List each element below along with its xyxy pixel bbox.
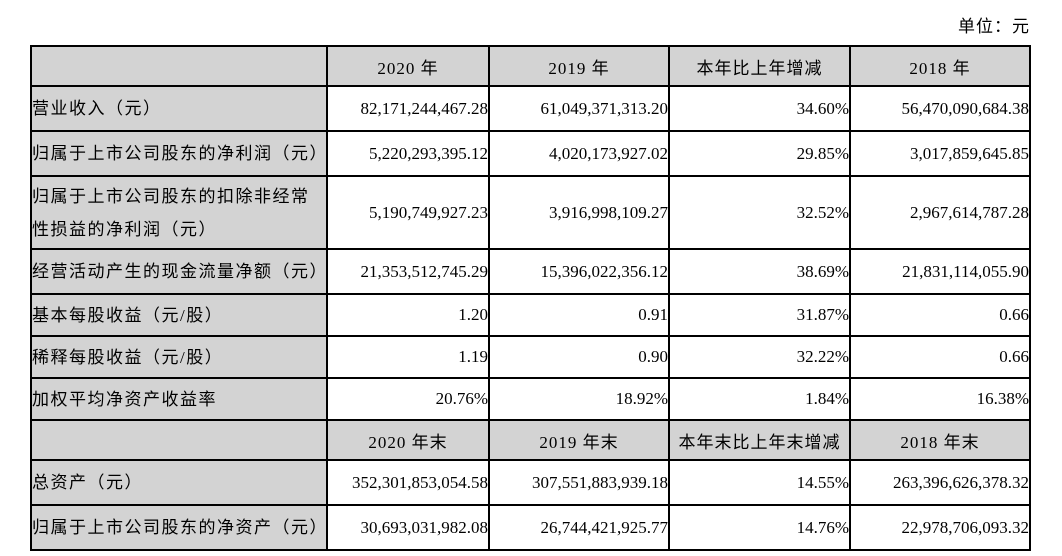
- col-header-2018: 2018 年: [849, 45, 1031, 87]
- financial-summary-table: 2020 年 2019 年 本年比上年增减 2018 年 营业收入（元） 82,…: [30, 45, 1031, 551]
- cell-value-change: 34.60%: [668, 85, 851, 132]
- cell-value-2018-end: 22,978,706,093.32: [849, 504, 1031, 551]
- cell-value-2020: 5,190,749,927.23: [326, 175, 490, 250]
- cell-value-2018: 21,831,114,055.90: [849, 248, 1031, 295]
- cell-value-2020: 21,353,512,745.29: [326, 248, 490, 295]
- cell-value-2019-end: 26,744,421,925.77: [488, 504, 670, 551]
- col-header-2020: 2020 年: [326, 45, 490, 87]
- table-row-deducted-net-profit: 归属于上市公司股东的扣除非经常性损益的净利润（元） 5,190,749,927.…: [30, 175, 1031, 250]
- row-label: 归属于上市公司股东的净资产（元）: [30, 504, 328, 551]
- row-label: 基本每股收益（元/股）: [30, 293, 328, 337]
- cell-value-2018: 0.66: [849, 293, 1031, 337]
- cell-value-2019: 4,020,173,927.02: [488, 130, 670, 177]
- table-row-operating-cash-flow: 经营活动产生的现金流量净额（元） 21,353,512,745.29 15,39…: [30, 248, 1031, 295]
- cell-value-2019: 3,916,998,109.27: [488, 175, 670, 250]
- table-row-diluted-eps: 稀释每股收益（元/股） 1.19 0.90 32.22% 0.66: [30, 335, 1031, 379]
- row-label: 稀释每股收益（元/股）: [30, 335, 328, 379]
- cell-value-2019-end: 307,551,883,939.18: [488, 459, 670, 506]
- cell-value-2019: 61,049,371,313.20: [488, 85, 670, 132]
- unit-label: 单位：元: [958, 17, 1030, 36]
- cell-value-end-change: 14.55%: [668, 459, 851, 506]
- table-row-net-profit: 归属于上市公司股东的净利润（元） 5,220,293,395.12 4,020,…: [30, 130, 1031, 177]
- col-header-2018-end: 2018 年末: [849, 419, 1031, 461]
- cell-value-change: 38.69%: [668, 248, 851, 295]
- cell-value-change: 31.87%: [668, 293, 851, 337]
- col-header-empty: [30, 419, 328, 461]
- table-row-total-assets: 总资产（元） 352,301,853,054.58 307,551,883,93…: [30, 459, 1031, 506]
- cell-value-2020-end: 352,301,853,054.58: [326, 459, 490, 506]
- col-header-year-end-change: 本年末比上年末增减: [668, 419, 851, 461]
- row-label: 归属于上市公司股东的扣除非经常性损益的净利润（元）: [30, 175, 328, 250]
- table-row-net-assets: 归属于上市公司股东的净资产（元） 30,693,031,982.08 26,74…: [30, 504, 1031, 551]
- cell-value-2020: 20.76%: [326, 377, 490, 421]
- cell-value-change: 29.85%: [668, 130, 851, 177]
- cell-value-2018-end: 263,396,626,378.32: [849, 459, 1031, 506]
- row-label: 经营活动产生的现金流量净额（元）: [30, 248, 328, 295]
- cell-value-2018: 16.38%: [849, 377, 1031, 421]
- cell-value-2020: 82,171,244,467.28: [326, 85, 490, 132]
- col-header-2019: 2019 年: [488, 45, 670, 87]
- header-row-year-end: 2020 年末 2019 年末 本年末比上年末增减 2018 年末: [30, 419, 1031, 461]
- cell-value-change: 1.84%: [668, 377, 851, 421]
- cell-value-2018: 0.66: [849, 335, 1031, 379]
- col-header-empty: [30, 45, 328, 87]
- cell-value-2020: 1.20: [326, 293, 490, 337]
- row-label: 总资产（元）: [30, 459, 328, 506]
- cell-value-2019: 15,396,022,356.12: [488, 248, 670, 295]
- cell-value-end-change: 14.76%: [668, 504, 851, 551]
- table-row-weighted-avg-roe: 加权平均净资产收益率 20.76% 18.92% 1.84% 16.38%: [30, 377, 1031, 421]
- cell-value-2019: 0.90: [488, 335, 670, 379]
- cell-value-change: 32.22%: [668, 335, 851, 379]
- row-label: 归属于上市公司股东的净利润（元）: [30, 130, 328, 177]
- cell-value-2020-end: 30,693,031,982.08: [326, 504, 490, 551]
- row-label: 加权平均净资产收益率: [30, 377, 328, 421]
- cell-value-2019: 18.92%: [488, 377, 670, 421]
- cell-value-2018: 3,017,859,645.85: [849, 130, 1031, 177]
- cell-value-2018: 2,967,614,787.28: [849, 175, 1031, 250]
- col-header-2020-end: 2020 年末: [326, 419, 490, 461]
- table-row-revenue: 营业收入（元） 82,171,244,467.28 61,049,371,313…: [30, 85, 1031, 132]
- row-label: 营业收入（元）: [30, 85, 328, 132]
- col-header-2019-end: 2019 年末: [488, 419, 670, 461]
- cell-value-2020: 5,220,293,395.12: [326, 130, 490, 177]
- table-row-basic-eps: 基本每股收益（元/股） 1.20 0.91 31.87% 0.66: [30, 293, 1031, 337]
- cell-value-2019: 0.91: [488, 293, 670, 337]
- cell-value-change: 32.52%: [668, 175, 851, 250]
- header-row-annual: 2020 年 2019 年 本年比上年增减 2018 年: [30, 45, 1031, 87]
- cell-value-2018: 56,470,090,684.38: [849, 85, 1031, 132]
- col-header-yoy-change: 本年比上年增减: [668, 45, 851, 87]
- cell-value-2020: 1.19: [326, 335, 490, 379]
